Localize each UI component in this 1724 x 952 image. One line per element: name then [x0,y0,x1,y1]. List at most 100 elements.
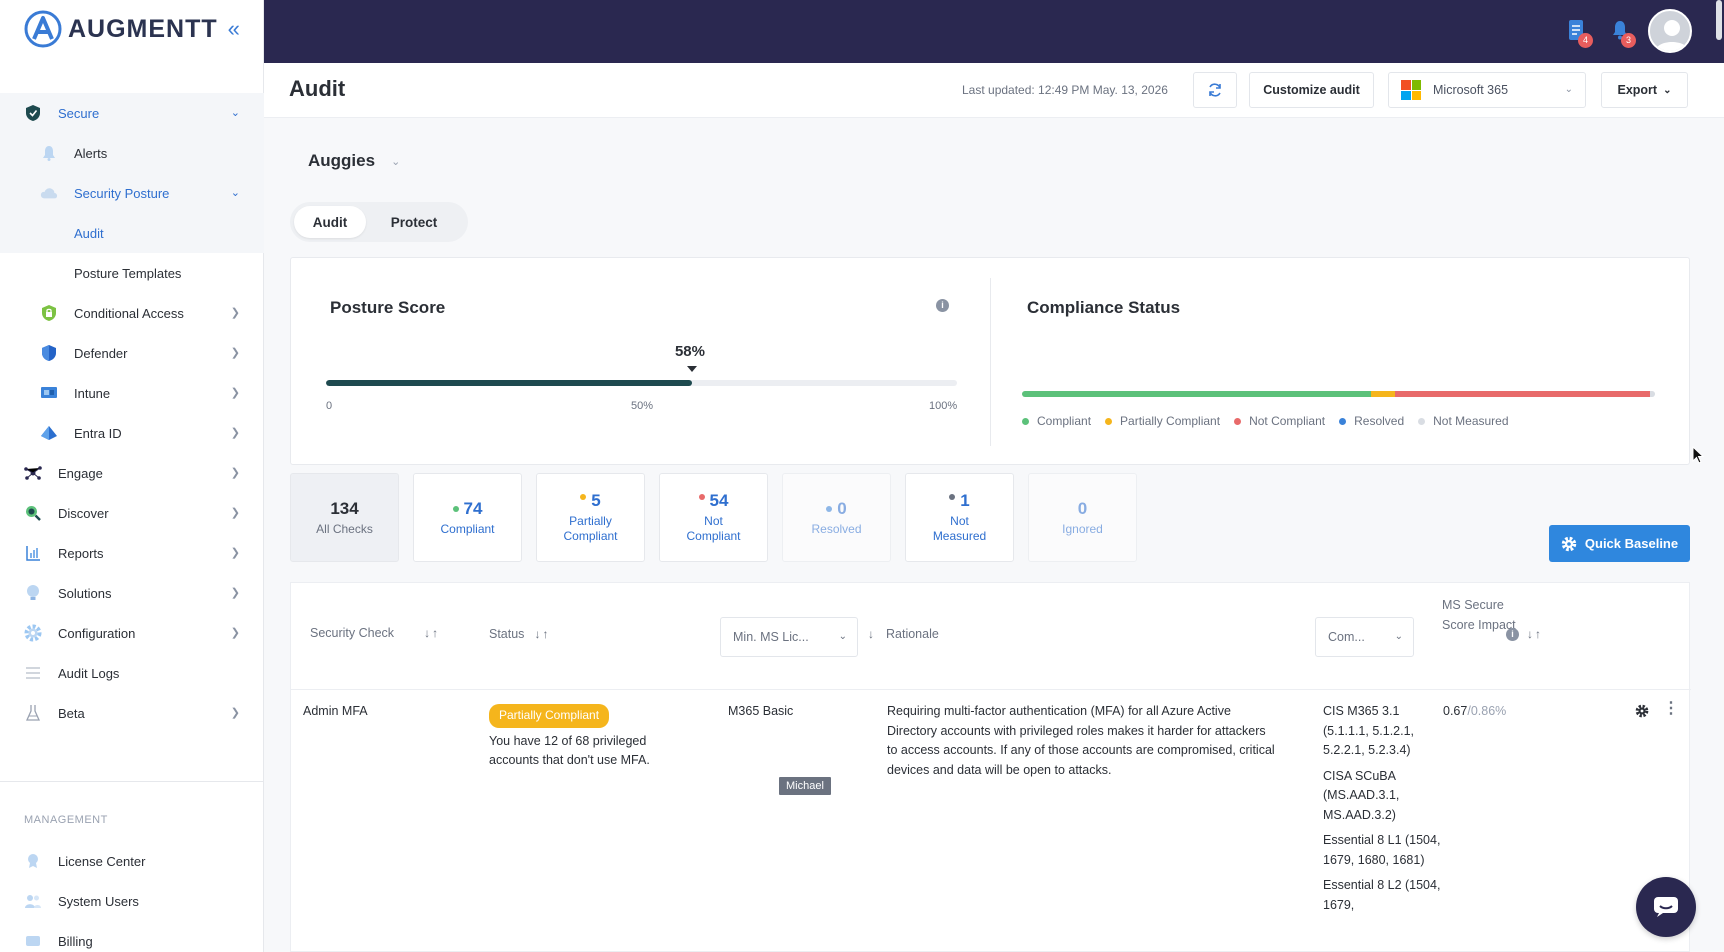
info-icon[interactable]: i [1506,628,1519,641]
cell-score-impact: 0.67/0.86% [1443,702,1506,722]
stat-value-wrap: 5 [580,491,601,511]
sidebar-item-posture-templates[interactable]: Posture Templates [0,253,264,293]
legend-item[interactable]: Resolved [1339,414,1404,428]
stat-tile-resolved[interactable]: 0 Resolved [782,473,891,562]
compliance-segment [1022,391,1372,397]
sidebar-item-label: Audit [74,225,104,241]
stat-tile-compliant[interactable]: 74 Compliant [413,473,522,562]
row-settings-gear-icon[interactable] [1635,704,1649,718]
chat-launcher-button[interactable] [1636,877,1696,937]
org-selector[interactable]: Auggies ⌄ [308,151,400,171]
sidebar-item-label: Engage [58,465,103,481]
quick-baseline-button[interactable]: Quick Baseline [1549,525,1690,562]
sidebar-item-secure[interactable]: Secure ⌄ [0,93,264,133]
chevron-right-icon: ❯ [230,387,240,399]
stat-tile-ignored[interactable]: 0 Ignored [1028,473,1137,562]
sidebar-item-label: Alerts [74,145,108,161]
min-license-filter[interactable]: Min. MS Lic... ⌄ [720,617,858,657]
status-dot [452,505,459,512]
compliance-framework: CIS M365 3.1 (5.1.1.1, 5.1.2.1, 5.2.2.1,… [1323,704,1415,757]
compliance-framework: Essential 8 L2 (1504, 1679, [1323,878,1441,912]
compliance-segment [1394,391,1650,397]
sidebar-item-system-users[interactable]: System Users [0,881,264,921]
compliance-filter[interactable]: Com... ⌄ [1315,617,1414,657]
compliance-legend: Compliant Partially Compliant Not Complian… [1022,414,1509,428]
sidebar-item-license-center[interactable]: License Center [0,841,264,881]
sidebar-item-solutions[interactable]: Solutions ❯ [0,573,264,613]
sidebar-item-label: Security Posture [74,185,170,201]
legend-item[interactable]: Partially Compliant [1105,414,1220,428]
sidebar-item-beta[interactable]: Beta ❯ [0,693,264,733]
legend-label: Not Measured [1433,414,1509,428]
sort-arrows-icon[interactable]: ↓↑ [1527,627,1543,641]
sidebar-item-engage[interactable]: Engage ❯ [0,453,264,493]
sidebar-item-alerts[interactable]: Alerts [0,133,264,173]
row-more-menu-icon[interactable]: ⋮ [1663,700,1679,717]
customize-audit-button[interactable]: Customize audit [1249,72,1374,108]
sidebar-item-entra-id[interactable]: Entra ID ❯ [0,413,264,453]
column-header-score-impact: MS Secure Score Impact [1442,596,1522,635]
sort-arrows-icon[interactable]: ↓↑ [424,626,441,640]
cell-security-check[interactable]: Admin MFA [303,704,368,718]
lock-shield-icon [40,304,58,322]
sidebar-item-discover[interactable]: Discover ❯ [0,493,264,533]
score-impact-value: 0.67 [1443,704,1468,718]
info-icon[interactable]: i [936,299,949,312]
cloud-icon [40,184,58,202]
sidebar-item-billing[interactable]: Billing [0,921,264,952]
user-tooltip: Michael [778,776,832,796]
legend-label: Partially Compliant [1120,414,1221,428]
tasks-badge: 4 [1578,33,1593,48]
compliance-status-bar [1022,391,1655,397]
cell-status: Partially Compliant You have 12 of 68 pr… [489,704,679,771]
export-button[interactable]: Export ⌄ [1601,72,1688,108]
tenant-select[interactable]: Microsoft 365 ⌄ [1388,72,1586,108]
intune-icon [40,384,58,402]
chevron-down-icon: ⌄ [1663,84,1672,96]
refresh-button[interactable] [1193,72,1237,108]
stat-value-wrap: 54 [698,491,728,511]
user-avatar[interactable] [1648,9,1692,53]
sidebar-item-intune[interactable]: Intune ❯ [0,373,264,413]
stat-tile-not-compliant[interactable]: 54 Not Compliant [659,473,768,562]
bell-icon [40,144,58,162]
sidebar-item-label: License Center [58,853,146,869]
sort-arrows-icon[interactable]: ↓ [868,627,876,641]
stat-tile-all-checks[interactable]: 134 All Checks [290,473,399,562]
sidebar-item-defender[interactable]: Defender ❯ [0,333,264,373]
tab-protect[interactable]: Protect [390,214,438,230]
column-header-label: Security Check [310,626,395,640]
chevron-right-icon: ❯ [230,467,240,479]
sidebar-item-configuration[interactable]: Configuration ❯ [0,613,264,653]
users-icon [24,892,42,910]
sidebar-item-security-posture[interactable]: Security Posture ⌄ [0,173,264,213]
sidebar-item-audit[interactable]: Audit [0,213,264,253]
collapse-sidebar-icon[interactable]: « [227,16,240,41]
stat-tile-partially-compliant[interactable]: 5 Partially Compliant [536,473,645,562]
sidebar-nav: Secure ⌄ Alerts Security Posture ⌄ Audit… [0,93,264,733]
gear-icon [1561,536,1577,551]
stat-label: Compliant [440,521,495,536]
status-dot [826,505,833,512]
status-badge: Partially Compliant [489,704,610,728]
stat-tile-not-measured[interactable]: 1 Not Measured [905,473,1014,562]
legend-item[interactable]: Compliant [1022,414,1091,428]
stat-label: Not Measured [932,514,987,543]
page-scrollbar[interactable] [1716,0,1722,40]
compliance-framework: CISA SCuBA (MS.AAD.3.1, MS.AAD.3.2) [1323,768,1400,822]
sidebar-item-label: Billing [58,933,93,949]
sort-arrows-icon[interactable]: ↓↑ [534,627,551,641]
mouse-cursor-icon [1692,446,1704,464]
legend-dot [1022,417,1029,425]
chevron-down-icon: ⌄ [838,631,847,642]
tab-audit[interactable]: Audit [294,206,366,238]
legend-item[interactable]: Not Compliant [1234,414,1325,428]
legend-item[interactable]: Not Measured [1418,414,1509,428]
sidebar-item-audit-logs[interactable]: Audit Logs [0,653,264,693]
sidebar-item-reports[interactable]: Reports ❯ [0,533,264,573]
report-icon [24,544,42,562]
sidebar-item-label: Configuration [58,625,136,641]
gear-icon [24,624,42,642]
brand-logo[interactable]: AUGMENTT « [24,10,240,48]
sidebar-item-conditional-access[interactable]: Conditional Access ❯ [0,293,264,333]
